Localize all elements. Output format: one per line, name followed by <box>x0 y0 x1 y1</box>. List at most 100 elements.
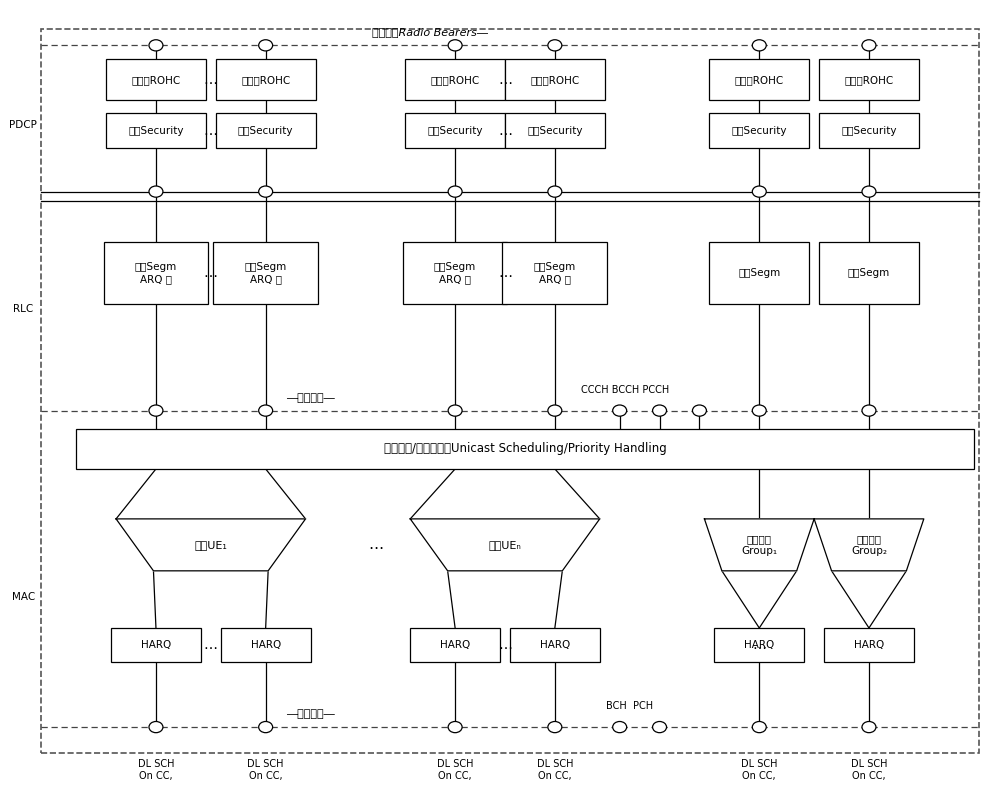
Text: 分段Segm: 分段Segm <box>738 268 780 278</box>
Bar <box>403 242 507 304</box>
Circle shape <box>149 405 163 416</box>
Text: DL SCH
On CC,: DL SCH On CC, <box>741 759 778 781</box>
Circle shape <box>149 40 163 51</box>
Text: 安全Security: 安全Security <box>238 126 293 136</box>
Text: HARQ: HARQ <box>141 640 171 650</box>
Text: …: … <box>498 638 512 652</box>
Circle shape <box>862 405 876 416</box>
Text: MAC: MAC <box>12 592 35 602</box>
Circle shape <box>862 40 876 51</box>
Circle shape <box>448 405 462 416</box>
Text: HARQ: HARQ <box>251 640 281 650</box>
Circle shape <box>259 722 273 733</box>
Text: DL SCH
On CC,: DL SCH On CC, <box>537 759 573 781</box>
Circle shape <box>448 40 462 51</box>
Bar <box>502 242 607 304</box>
Circle shape <box>259 186 273 197</box>
Text: HARQ: HARQ <box>854 640 884 650</box>
Bar <box>76 429 974 469</box>
Text: 安全Security: 安全Security <box>427 126 483 136</box>
Text: ―逻辑信道―: ―逻辑信道― <box>286 393 335 403</box>
Text: …: … <box>204 266 218 280</box>
Circle shape <box>259 405 273 416</box>
Circle shape <box>259 40 273 51</box>
Text: DL SCH
On CC,: DL SCH On CC, <box>247 759 284 781</box>
Text: 头压缩ROHC: 头压缩ROHC <box>430 75 480 85</box>
Text: HARQ: HARQ <box>744 640 774 650</box>
Text: 安全Security: 安全Security <box>841 126 897 136</box>
Bar <box>106 113 206 148</box>
Text: …: … <box>498 266 512 280</box>
Polygon shape <box>410 519 600 571</box>
Circle shape <box>653 405 667 416</box>
Bar <box>405 113 505 148</box>
Text: 安全Security: 安全Security <box>732 126 787 136</box>
Text: …: … <box>752 638 766 652</box>
Circle shape <box>548 722 562 733</box>
Circle shape <box>862 722 876 733</box>
Bar <box>819 113 919 148</box>
Text: BCH  PCH: BCH PCH <box>606 701 653 711</box>
Polygon shape <box>704 519 814 571</box>
Circle shape <box>613 405 627 416</box>
Text: 分段Segm: 分段Segm <box>848 268 890 278</box>
Bar <box>104 242 208 304</box>
Circle shape <box>653 722 667 733</box>
Bar <box>709 113 809 148</box>
Text: 头压缩ROHC: 头压缩ROHC <box>844 75 894 85</box>
Text: 复用UE₁: 复用UE₁ <box>194 540 227 550</box>
Bar <box>111 628 201 662</box>
Bar <box>410 628 500 662</box>
Text: 头压缩ROHC: 头压缩ROHC <box>131 75 181 85</box>
Circle shape <box>752 722 766 733</box>
Bar <box>221 628 311 662</box>
Text: 分段Segm
ARQ 等: 分段Segm ARQ 等 <box>534 262 576 284</box>
Text: RLC: RLC <box>13 304 33 314</box>
Bar <box>216 113 316 148</box>
Circle shape <box>862 186 876 197</box>
Circle shape <box>752 186 766 197</box>
Bar <box>714 628 804 662</box>
Text: 分段Segm
ARQ 等: 分段Segm ARQ 等 <box>434 262 476 284</box>
Text: 头压缩ROHC: 头压缩ROHC <box>530 75 579 85</box>
Bar <box>213 242 318 304</box>
Text: DL SCH
On CC,: DL SCH On CC, <box>138 759 174 781</box>
Text: 分段Segm
ARQ 等: 分段Segm ARQ 等 <box>245 262 287 284</box>
Text: 头压缩ROHC: 头压缩ROHC <box>241 75 290 85</box>
Bar <box>824 628 914 662</box>
Bar <box>819 242 919 304</box>
Text: …: … <box>204 73 218 87</box>
Text: CCCH BCCH PCCH: CCCH BCCH PCCH <box>581 385 669 395</box>
Bar <box>819 59 919 100</box>
Text: 安全Security: 安全Security <box>527 126 583 136</box>
Circle shape <box>752 405 766 416</box>
Circle shape <box>752 40 766 51</box>
Text: 无线承载Radio Bearers―: 无线承载Radio Bearers― <box>372 27 488 38</box>
Text: DL SCH
On CC,: DL SCH On CC, <box>437 759 473 781</box>
Circle shape <box>448 722 462 733</box>
Text: ―传输信道―: ―传输信道― <box>286 709 335 719</box>
Text: 集群群组
Group₂: 集群群组 Group₂ <box>851 534 887 556</box>
Circle shape <box>448 186 462 197</box>
Bar <box>106 59 206 100</box>
Circle shape <box>548 40 562 51</box>
Bar <box>405 59 505 100</box>
Text: 单播调度/优先级处理Unicast Scheduling/Priority Handling: 单播调度/优先级处理Unicast Scheduling/Priority Ha… <box>384 443 666 456</box>
Circle shape <box>613 722 627 733</box>
Circle shape <box>692 405 706 416</box>
Text: HARQ: HARQ <box>440 640 470 650</box>
Circle shape <box>548 186 562 197</box>
Polygon shape <box>116 519 306 571</box>
Bar <box>216 59 316 100</box>
Text: …: … <box>498 73 512 87</box>
Bar <box>505 113 605 148</box>
Circle shape <box>149 722 163 733</box>
Text: PDCP: PDCP <box>9 120 37 130</box>
Text: 复用UEₙ: 复用UEₙ <box>489 540 521 550</box>
Bar <box>510 628 600 662</box>
Text: DL SCH
On CC,: DL SCH On CC, <box>851 759 887 781</box>
Text: 分段Segm
ARQ 等: 分段Segm ARQ 等 <box>135 262 177 284</box>
Text: …: … <box>368 537 383 553</box>
Bar <box>709 242 809 304</box>
Bar <box>505 59 605 100</box>
